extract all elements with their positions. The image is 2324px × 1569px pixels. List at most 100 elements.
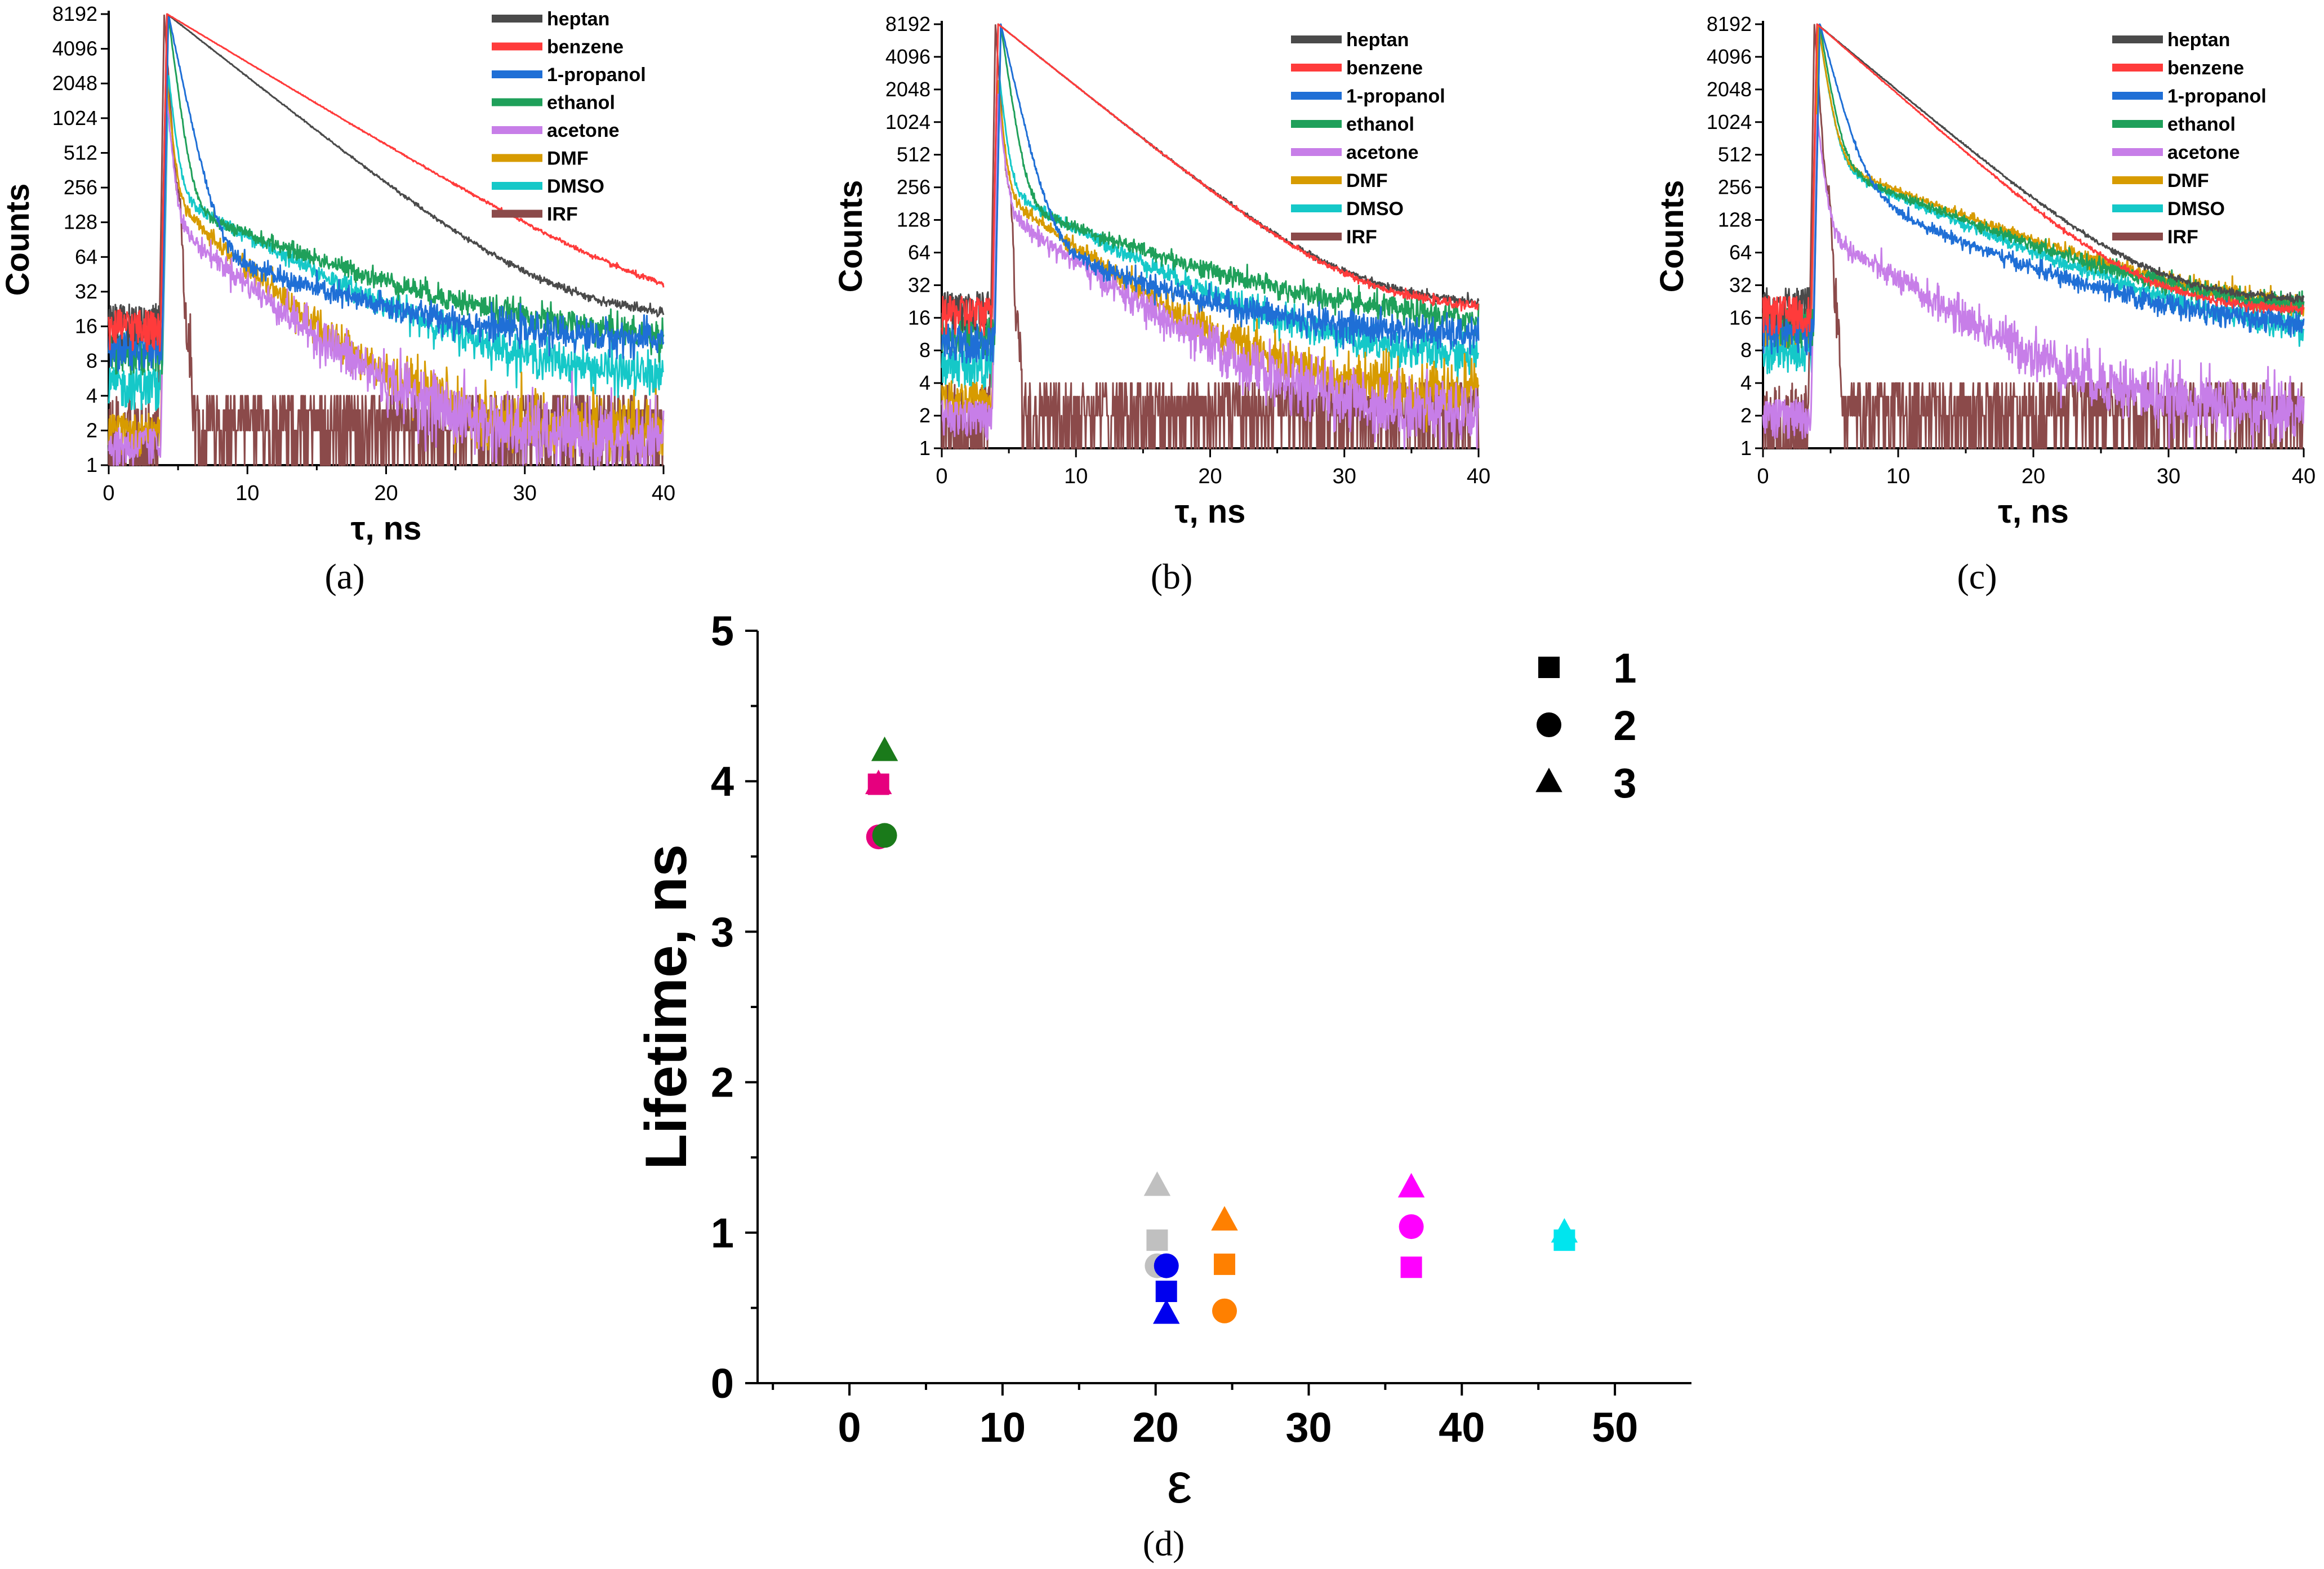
legend-label: 3 — [1613, 760, 1636, 806]
legend-marker-triangle — [1535, 768, 1562, 792]
legend-label-1-propanol: 1-propanol — [547, 64, 646, 86]
data-point-circle — [1399, 1214, 1424, 1240]
y-tick-label: 2 — [1740, 404, 1752, 427]
legend-label-heptan: heptan — [547, 8, 609, 30]
y-tick-label: 256 — [897, 176, 931, 199]
y-tick-label: 1024 — [885, 110, 931, 133]
y-tick-label: 2 — [711, 1059, 734, 1106]
y-tick-label: 8192 — [52, 2, 97, 25]
x-tick-label: 20 — [1198, 465, 1222, 488]
x-tick-label: 0 — [936, 465, 947, 488]
y-tick-label: 8 — [1740, 338, 1752, 362]
legend-label-ethanol: ethanol — [1346, 114, 1414, 135]
data-point-triangle — [1397, 1173, 1425, 1198]
y-tick-label: 1 — [86, 453, 97, 476]
y-tick-label: 128 — [1718, 208, 1752, 231]
y-tick-label: 256 — [1718, 176, 1752, 199]
y-axis-title: Counts — [1654, 180, 1690, 293]
x-tick-label: 30 — [1333, 465, 1356, 488]
y-tick-label: 4 — [919, 371, 931, 394]
legend-label-acetone: acetone — [1346, 142, 1419, 163]
legend-label-DMSO: DMSO — [547, 176, 604, 197]
x-tick-label: 40 — [1439, 1404, 1485, 1451]
decay-curve-acetone — [1762, 114, 2305, 449]
y-tick-label: 16 — [1729, 306, 1752, 329]
legend-marker-circle — [1537, 712, 1561, 737]
data-point-circle — [1154, 1253, 1179, 1278]
y-tick-label: 4 — [1740, 371, 1752, 394]
y-tick-label: 8 — [919, 338, 931, 362]
x-axis-title: ε — [1167, 1452, 1192, 1515]
legend-label-DMF: DMF — [547, 148, 589, 170]
legend-label-benzene: benzene — [2167, 57, 2244, 79]
y-tick-label: 1024 — [1707, 110, 1752, 133]
data-point-triangle — [1551, 1218, 1578, 1243]
y-tick-label: 64 — [1729, 240, 1752, 264]
x-tick-label: 0 — [838, 1404, 861, 1451]
y-tick-label: 2048 — [52, 72, 97, 95]
x-tick-label: 50 — [1592, 1404, 1638, 1451]
y-tick-label: 64 — [908, 240, 931, 264]
decay-curve-ethanol — [941, 24, 1480, 356]
data-point-circle — [872, 823, 897, 848]
data-point-square — [1214, 1253, 1235, 1275]
y-tick-label: 512 — [897, 143, 931, 166]
y-tick-label: 128 — [897, 208, 931, 231]
y-tick-label: 2 — [919, 404, 931, 427]
y-tick-label: 16 — [75, 315, 97, 338]
x-tick-label: 0 — [103, 482, 114, 505]
y-tick-label: 64 — [75, 245, 97, 268]
legend-label-IRF: IRF — [2167, 226, 2198, 248]
legend-label-benzene: benzene — [1346, 57, 1423, 79]
x-tick-label: 10 — [235, 482, 259, 505]
legend-label-IRF: IRF — [1346, 226, 1377, 248]
x-tick-label: 10 — [980, 1404, 1026, 1451]
decay-panel-a: 1 2 4 8 16 32 64 128 256 512 1024 2048 4096 8192 0 10 20… — [0, 2, 675, 596]
panel-label: (c) — [1957, 556, 1997, 596]
y-tick-label: 4096 — [885, 45, 931, 68]
y-axis-title: Counts — [832, 180, 869, 293]
legend-label-1-propanol: 1-propanol — [2167, 86, 2267, 107]
y-tick-label: 4 — [86, 384, 97, 407]
x-tick-label: 30 — [1285, 1404, 1332, 1451]
legend-label-1-propanol: 1-propanol — [1346, 86, 1445, 107]
y-tick-label: 1024 — [52, 106, 97, 130]
y-tick-label: 8 — [86, 349, 97, 372]
data-point-triangle — [865, 769, 892, 795]
y-tick-label: 8192 — [885, 12, 931, 35]
legend-label-heptan: heptan — [1346, 29, 1409, 51]
x-tick-label: 20 — [2022, 465, 2045, 488]
x-axis-title: τ, ns — [1998, 493, 2069, 530]
decay-curve-DMF — [941, 80, 1480, 433]
decay-curve-benzene — [1762, 23, 2305, 337]
y-tick-label: 512 — [1718, 143, 1752, 166]
decay-curve-acetone — [941, 93, 1480, 449]
y-tick-label: 16 — [908, 306, 931, 329]
decay-curve-ethanol — [108, 16, 665, 376]
y-tick-label: 4096 — [1707, 45, 1752, 68]
x-tick-label: 40 — [652, 482, 675, 505]
data-point-square — [1400, 1256, 1422, 1278]
legend-label-ethanol: ethanol — [547, 92, 615, 114]
x-tick-label: 20 — [374, 482, 398, 505]
x-tick-label: 40 — [1467, 465, 1490, 488]
data-point-triangle — [871, 736, 898, 761]
decay-curve-1-propanol — [1762, 23, 2305, 356]
x-axis-title: τ, ns — [1175, 493, 1246, 530]
x-axis-title: τ, ns — [351, 510, 422, 547]
legend-label-benzene: benzene — [547, 37, 624, 58]
x-tick-label: 10 — [1064, 465, 1088, 488]
y-tick-label: 1 — [1740, 436, 1752, 460]
y-tick-label: 512 — [64, 141, 97, 164]
decay-curve-benzene — [108, 13, 665, 353]
decay-panel-c: 1 2 4 8 16 32 64 128 256 512 1024 2048 4096 8192 0 10 20… — [1654, 12, 2316, 596]
data-point-square — [1146, 1229, 1168, 1251]
y-tick-label: 32 — [75, 280, 97, 303]
decay-curve-1-propanol — [108, 14, 665, 372]
y-tick-label: 4096 — [52, 37, 97, 60]
legend-label-DMSO: DMSO — [2167, 198, 2225, 220]
data-point-triangle — [1152, 1299, 1180, 1324]
